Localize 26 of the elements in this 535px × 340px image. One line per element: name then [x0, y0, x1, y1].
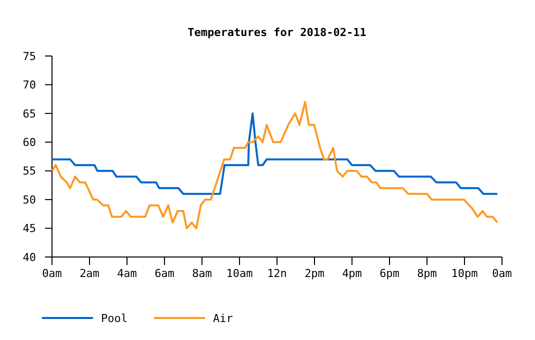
x-tick-label: 0am	[42, 267, 62, 280]
x-tick-label: 6pm	[380, 267, 400, 280]
x-tick-label: 4pm	[342, 267, 362, 280]
y-tick-label: 55	[22, 164, 36, 178]
legend-label: Air	[213, 312, 234, 325]
x-tick-label: 8am	[192, 267, 212, 280]
x-tick-label: 10am	[226, 267, 254, 280]
x-tick-label: 10pm	[451, 267, 478, 280]
x-tick-label: 4am	[117, 267, 138, 280]
x-tick-label: 0am	[492, 267, 512, 280]
y-tick-label: 75	[22, 50, 36, 63]
line-series	[51, 112, 498, 195]
x-tick-label: 8pm	[417, 267, 438, 280]
legend-label: Pool	[101, 312, 128, 325]
x-tick-label: 2pm	[304, 267, 325, 280]
x-tick-label: 12n	[267, 267, 287, 280]
x-tick-label: 2am	[80, 267, 100, 280]
y-tick-label: 70	[22, 78, 36, 92]
y-tick-label: 45	[22, 222, 36, 236]
chart-title: Temperatures for 2018-02-11	[188, 26, 367, 39]
y-tick-label: 60	[22, 136, 36, 149]
x-tick-label: 6am	[154, 267, 175, 280]
y-tick-label: 40	[22, 250, 36, 264]
y-tick-label: 50	[22, 193, 36, 206]
y-tick-label: 65	[22, 107, 36, 120]
line-series	[51, 100, 498, 230]
